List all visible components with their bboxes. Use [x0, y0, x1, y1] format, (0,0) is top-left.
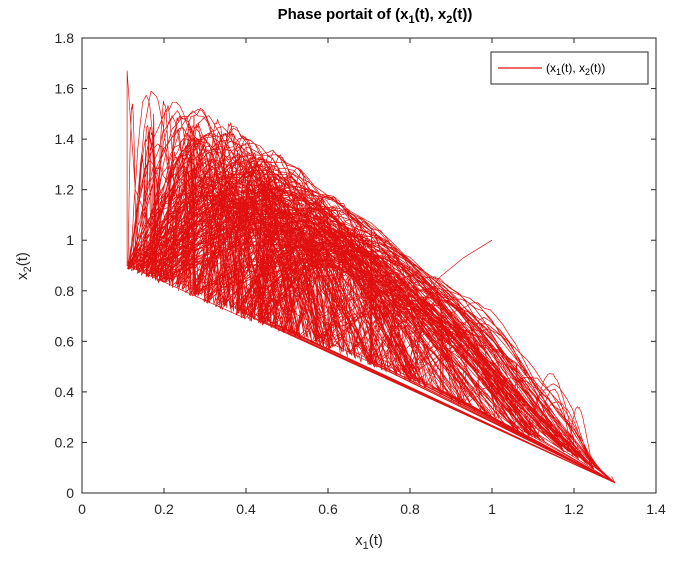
x-axis-label-base: x	[355, 532, 363, 549]
y-tick-label: 1	[66, 232, 74, 248]
x-axis-label-subscript: 1	[363, 540, 369, 552]
legend-label-subscript: 2	[585, 67, 590, 77]
x-axis-ticks: 0 0.2 0.4 0.6 0.8 1 1.2 1.4	[78, 38, 666, 517]
x-tick-label: 0.4	[236, 501, 256, 517]
x-tick-label: 0.6	[318, 501, 338, 517]
y-axis-label: x2(t)	[14, 252, 34, 280]
legend-label-part: (t))	[590, 61, 605, 75]
x-tick-label: 1.2	[564, 501, 584, 517]
legend-label-part: (x	[546, 61, 556, 75]
x-axis-label: x1(t)	[355, 532, 383, 552]
x-tick-label: 1	[488, 501, 496, 517]
y-axis-label-base: x	[14, 272, 31, 280]
x-tick-label: 0	[78, 501, 86, 517]
data-layer	[126, 70, 616, 484]
y-tick-label: 0.8	[55, 283, 75, 299]
y-axis-ticks: 0 0.2 0.4 0.6 0.8 1 1.2 1.4 1.6 1.8	[55, 30, 656, 501]
y-tick-label: 0	[66, 485, 74, 501]
legend-label-subscript: 1	[556, 67, 561, 77]
axes-box	[81, 37, 657, 494]
x-axis-label-suffix: (t)	[369, 532, 383, 549]
y-tick-label: 0.6	[55, 333, 75, 349]
legend: (x1(t), x2(t))	[490, 51, 649, 85]
y-tick-label: 1.8	[55, 30, 75, 46]
chart-title-part: Phase portait of (x	[278, 6, 410, 23]
y-tick-label: 0.2	[55, 434, 75, 450]
chart-title: Phase portait of (x1(t), x2(t))	[278, 6, 473, 26]
x-tick-label: 0.2	[154, 501, 174, 517]
legend-entry-label: (x1(t), x2(t))	[546, 61, 605, 77]
chart-title-part: (t))	[452, 6, 472, 23]
y-axis-label-suffix: (t)	[14, 252, 31, 266]
y-tick-label: 1.6	[55, 81, 75, 97]
x-tick-label: 1.4	[646, 501, 666, 517]
chart-title-part: (t), x	[415, 6, 447, 23]
y-tick-label: 0.4	[55, 384, 75, 400]
y-tick-label: 1.2	[55, 182, 75, 198]
chart-title-subscript: 2	[446, 14, 452, 26]
legend-label-part: (t), x	[561, 61, 585, 75]
chart-title-subscript: 1	[408, 14, 414, 26]
x-tick-label: 0.8	[400, 501, 420, 517]
y-axis-label-subscript: 2	[22, 266, 34, 272]
y-tick-label: 1.4	[55, 131, 75, 147]
trajectory-line	[126, 70, 616, 484]
